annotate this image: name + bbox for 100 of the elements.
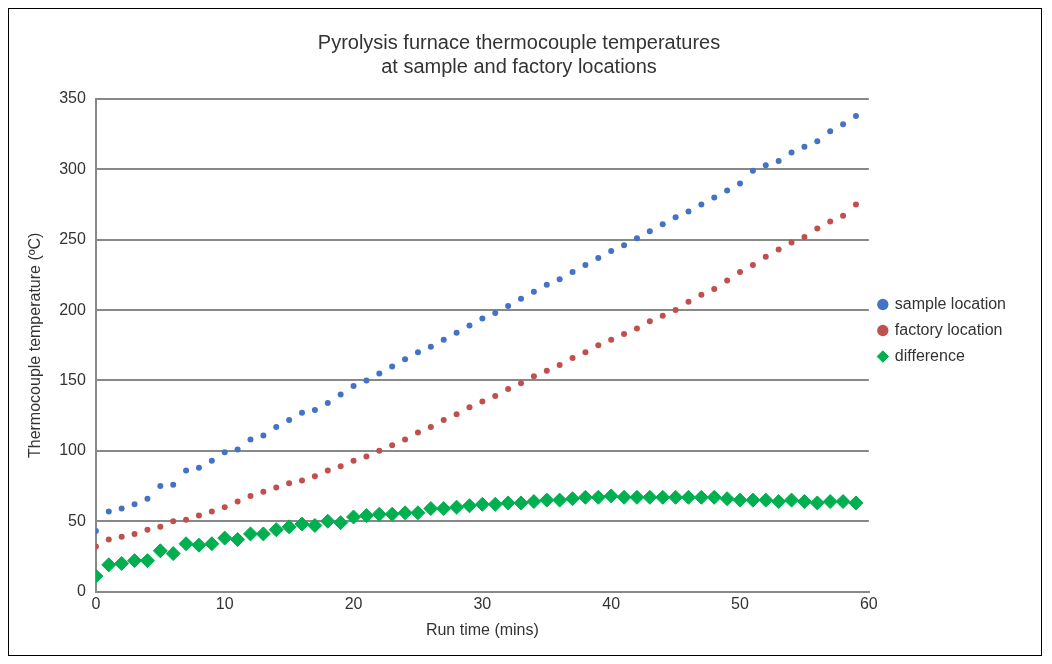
point (230, 532, 246, 548)
point (775, 246, 782, 253)
point (242, 526, 258, 542)
point (101, 557, 117, 573)
x-axis-title: Run time (mins) (425, 620, 539, 638)
point (822, 494, 838, 510)
point (183, 516, 190, 523)
point (131, 530, 138, 537)
point (333, 515, 349, 531)
point (706, 489, 722, 505)
point (363, 377, 370, 384)
y-tick-label: 200 (59, 300, 86, 318)
point (749, 262, 756, 269)
point (543, 367, 550, 374)
point (505, 385, 512, 392)
point (234, 446, 241, 453)
point (311, 407, 318, 414)
point (737, 269, 744, 276)
point (440, 336, 447, 343)
point (466, 404, 473, 411)
point (685, 208, 692, 215)
point (397, 505, 413, 521)
point (247, 436, 254, 443)
point (724, 187, 731, 194)
point (788, 149, 795, 156)
point (152, 543, 168, 559)
x-tick-label: 30 (473, 594, 492, 612)
point (183, 467, 190, 474)
point (286, 416, 293, 423)
point (814, 138, 821, 145)
point (479, 398, 486, 405)
point (655, 489, 671, 505)
point (565, 491, 581, 507)
point (414, 429, 421, 436)
point (440, 416, 447, 423)
point (668, 489, 684, 505)
point (505, 302, 512, 309)
x-tick-label: 40 (602, 594, 621, 612)
point (479, 315, 486, 322)
point (453, 411, 460, 418)
point (260, 488, 267, 495)
point (621, 331, 628, 338)
point (337, 391, 344, 398)
point (840, 212, 847, 219)
point (646, 228, 653, 235)
point (569, 354, 576, 361)
y-tick-label: 150 (59, 370, 86, 388)
point (762, 162, 769, 169)
point (608, 248, 615, 254)
point (273, 423, 280, 430)
point (646, 318, 653, 325)
point (376, 447, 383, 454)
point (840, 121, 847, 128)
point (530, 373, 537, 380)
y-tick-label: 250 (59, 230, 86, 248)
point (848, 495, 864, 511)
point (771, 494, 787, 510)
x-tick-label: 60 (859, 594, 878, 612)
point (775, 157, 782, 164)
point (389, 363, 396, 370)
point (127, 553, 143, 569)
point (698, 291, 705, 298)
point (672, 214, 679, 221)
point (801, 233, 808, 240)
point (608, 336, 615, 343)
point (105, 536, 112, 543)
y-axis-title: Thermocouple temperature (ºC) (26, 232, 44, 459)
point (299, 477, 306, 484)
point (346, 509, 362, 525)
point (144, 526, 151, 533)
point (852, 201, 859, 208)
point (371, 506, 387, 522)
point (796, 494, 812, 510)
point (492, 309, 499, 316)
point (633, 325, 640, 332)
point (466, 322, 473, 329)
point (208, 508, 215, 515)
point (582, 262, 589, 269)
point (745, 492, 761, 508)
point (410, 505, 426, 521)
point (732, 492, 748, 508)
point (324, 400, 331, 407)
point (801, 143, 808, 150)
point (526, 494, 542, 510)
point (642, 489, 658, 505)
point (518, 380, 525, 387)
y-tick-label: 0 (76, 582, 86, 600)
point (852, 112, 859, 119)
point (255, 526, 271, 542)
point (384, 506, 400, 522)
point (273, 484, 280, 491)
point (595, 255, 602, 262)
point (629, 489, 645, 505)
point (449, 499, 465, 515)
point (105, 508, 112, 515)
point (178, 536, 194, 552)
point (191, 537, 207, 553)
point (453, 329, 460, 336)
point (492, 392, 499, 399)
point (427, 423, 434, 430)
